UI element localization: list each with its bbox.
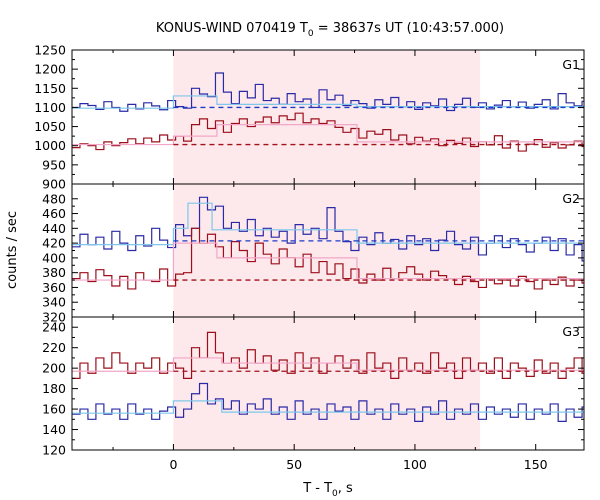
y-tick-label: 240	[42, 320, 66, 335]
panels-group: 900950100010501100115012001250G132034036…	[34, 43, 585, 472]
y-tick-label: 950	[42, 157, 66, 172]
panel-g3: 120 140 160 180 200 220 240 G3	[42, 316, 585, 458]
series-g1-upper-fit	[72, 95, 584, 109]
y-tick-label: 1000	[34, 138, 66, 153]
y-tick-label: 460	[42, 206, 66, 221]
series-g2-lower	[72, 227, 584, 290]
series-g2-upper	[72, 196, 584, 262]
series-g1-lower-fit	[72, 124, 584, 146]
y-tick-label: 420	[42, 236, 66, 251]
panel-label-g3: G3	[562, 324, 580, 339]
y-axis-label: counts / sec	[5, 211, 20, 289]
panel-label-g1: G1	[562, 57, 580, 72]
series-g2-lower-fit	[72, 242, 584, 281]
x-tick-label: 0	[169, 457, 177, 472]
y-tick-label: 1150	[34, 81, 66, 96]
y-tick-label: 900	[42, 177, 66, 192]
series-g3-lower-fit	[72, 400, 584, 414]
y-tick-label: 340	[42, 295, 66, 310]
series-g3-upper-fit	[72, 357, 584, 372]
panel-g1: 900 950 1000 1050 1100 1150 1200 1250 G1	[34, 43, 585, 192]
y-tick-label: 120	[42, 443, 66, 458]
y-tick-label: 1200	[34, 62, 66, 77]
y-tick-label: 400	[42, 250, 66, 265]
y-tick-label: 160	[42, 402, 66, 417]
y-tick-label: 180	[42, 381, 66, 396]
y-tick-label: 360	[42, 280, 66, 295]
panel-frame	[71, 316, 585, 451]
series-g3-lower	[72, 382, 584, 422]
y-tick-label: 220	[42, 340, 66, 355]
y-tick-label: 200	[42, 361, 66, 376]
x-tick-label: 150	[524, 457, 548, 472]
y-tick-label: 1100	[34, 100, 66, 115]
series-g2-upper-fit	[72, 202, 584, 246]
series-g1-upper	[72, 72, 584, 112]
x-axis-label: T - T0, s	[302, 481, 353, 499]
y-tick-label: 380	[42, 265, 66, 280]
y-tick-label: 1050	[34, 119, 66, 134]
chart-title: KONUS-WIND 070419 T0 = 38637s UT (10:43:…	[156, 21, 504, 39]
y-tick-label: 440	[42, 221, 66, 236]
y-tick-label: 480	[42, 191, 66, 206]
y-tick-label: 320	[42, 310, 66, 325]
y-tick-label: 1250	[34, 43, 66, 58]
x-tick-label: 100	[403, 457, 427, 472]
x-tick-label: 50	[286, 457, 302, 472]
y-tick-label: 140	[42, 422, 66, 437]
panel-label-g2: G2	[562, 191, 580, 206]
highlight-interval	[173, 50, 481, 450]
